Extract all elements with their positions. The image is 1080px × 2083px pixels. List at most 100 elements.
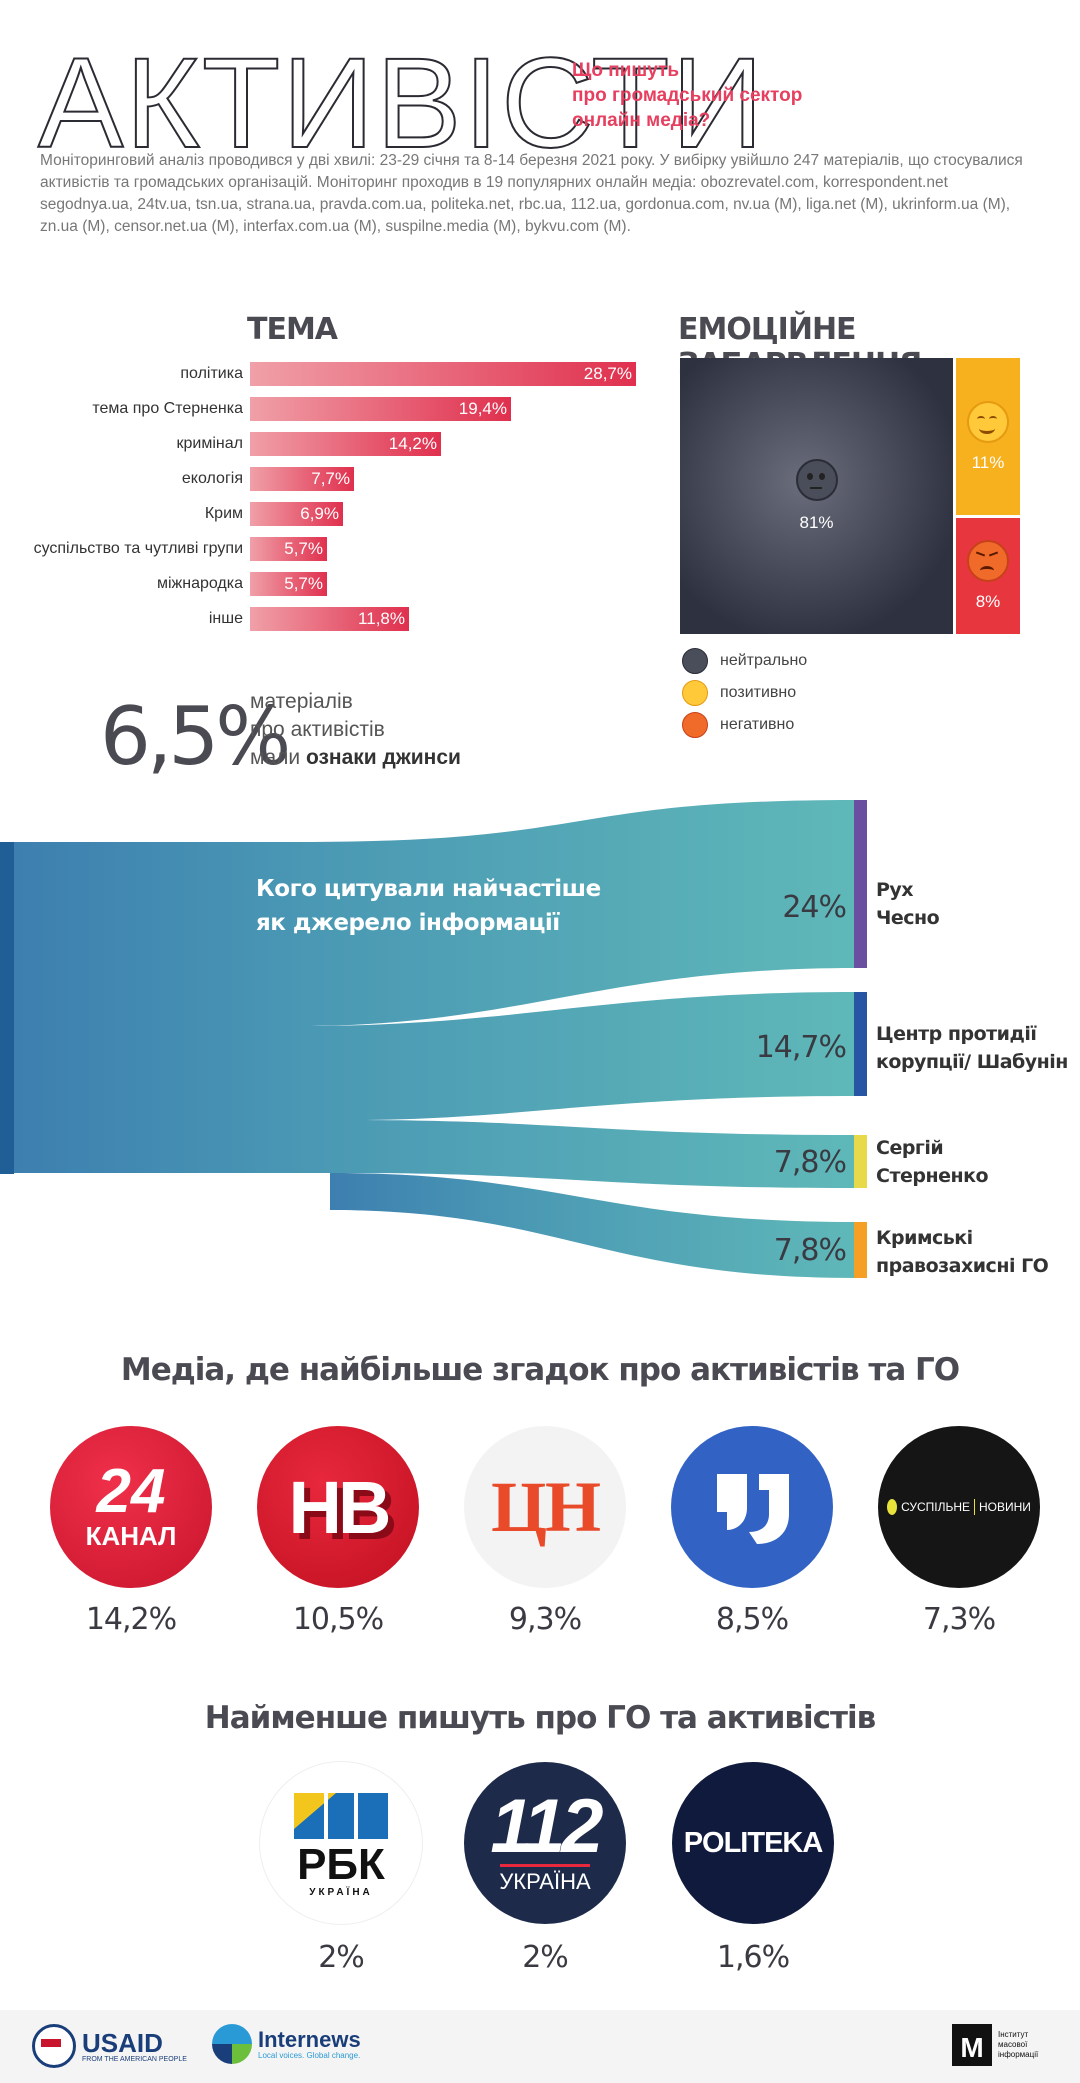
topic-label: екологія <box>181 470 243 487</box>
jeans-line3-prefix: мали <box>250 746 306 769</box>
topic-bar: 14,2% <box>250 432 441 456</box>
usaid-text: USAID <box>82 2027 163 2058</box>
logo-text: РБК <box>297 1839 385 1889</box>
flow-label-2: Центр протидії корупції/ Шабунін <box>876 1020 1068 1076</box>
topic-label: тема про Стерненка <box>92 400 243 417</box>
flow-label-line: Чесно <box>876 907 940 929</box>
media-low-pct: 2% <box>522 1940 569 1975</box>
flow-band-4 <box>330 1173 856 1278</box>
jeans-line3-bold: ознаки джинси <box>305 746 461 769</box>
emotion-positive-cell: 11% <box>956 358 1020 515</box>
flow-label-line: Рух <box>876 879 914 901</box>
intro-text: Моніторинговий аналіз проводився у дві х… <box>40 152 1023 235</box>
suspilne-logo[interactable]: СУСПІЛЬНЕ НОВИНИ <box>878 1426 1040 1588</box>
suspilne-mark-icon <box>887 1499 898 1515</box>
smiling-face-icon <box>967 400 1009 443</box>
logo-text: НВ <box>288 1465 392 1549</box>
flow-pct-2: 14,7% <box>755 1030 847 1065</box>
topic-label: міжнародка <box>156 575 243 592</box>
legend-positive-label: позитивно <box>720 684 797 701</box>
media-low-pct: 2% <box>318 1940 365 1975</box>
jeans-line: мали ознаки джинси <box>250 744 461 772</box>
imi-logo[interactable]: M Інститут масової інформації <box>952 2024 1038 2066</box>
usaid-subtext: FROM THE AMERICAN PEOPLE <box>82 2055 187 2063</box>
page-title: АКТИВІСТИ <box>37 32 766 175</box>
imi-text-line: інформації <box>998 2050 1039 2059</box>
logo-subtext: УКРАЇНА <box>499 1868 591 1894</box>
flow-band-1 <box>14 800 856 1026</box>
emotion-negative-value: 8% <box>975 592 1001 611</box>
logo-text: СУСПІЛЬНЕ <box>901 1500 970 1514</box>
flow-label-1: Рух Чесно <box>876 876 940 932</box>
legend-neutral: нейтрально <box>682 648 807 674</box>
media-top-pct: 8,5% <box>715 1602 789 1637</box>
footer <box>0 2010 1080 2083</box>
flow-label-line: Кримські <box>876 1227 973 1249</box>
topic-label: Крим <box>204 505 243 522</box>
usaid-logo[interactable]: USAID FROM THE AMERICAN PEOPLE <box>32 2024 187 2068</box>
topic-value: 7,7% <box>311 469 350 488</box>
flow-label-line: Стерненко <box>876 1165 989 1187</box>
legend-neutral-label: нейтрально <box>720 652 808 669</box>
flow-label-4: Кримські правозахисні ГО <box>876 1224 1049 1280</box>
topic-bar: 19,4% <box>250 397 511 421</box>
jeans-stat-text: матеріалів про активістів мали ознаки дж… <box>250 688 461 772</box>
media-low-title: Найменше пишуть про ГО та активістів <box>204 1700 877 1736</box>
emotion-neutral-cell: 81% <box>680 358 953 634</box>
legend-negative: негативно <box>682 712 794 738</box>
media-top-pct: 9,3% <box>508 1602 582 1637</box>
sources-title-line: як джерело інформації <box>256 910 560 936</box>
topics-title: ТЕМА <box>247 312 338 347</box>
legend-positive: позитивно <box>682 680 796 706</box>
imi-text-line: масової <box>998 2040 1028 2049</box>
24-kanal-logo[interactable]: 24 КАНАЛ <box>50 1426 212 1588</box>
topic-value: 19,4% <box>458 399 507 418</box>
topic-bar: 6,9% <box>250 502 343 526</box>
nv-logo[interactable]: НВ <box>257 1426 419 1588</box>
topic-value: 5,7% <box>284 539 323 558</box>
jeans-line: про активістів <box>250 718 385 741</box>
neutral-face-icon <box>682 648 708 674</box>
112-logo[interactable]: 112 УКРАЇНА <box>464 1762 626 1924</box>
emotion-positive-value: 11% <box>971 452 1005 472</box>
legend-negative-label: негативно <box>720 716 795 733</box>
flow-pct-3: 7,8% <box>773 1145 847 1180</box>
logo-text: 24 <box>96 1456 166 1526</box>
angry-face-icon <box>967 540 1009 582</box>
smiling-face-icon <box>682 680 708 706</box>
flow-label-line: корупції/ Шабунін <box>876 1051 1068 1073</box>
flow-label-line: Сергій <box>876 1137 944 1159</box>
internews-logo[interactable]: Internews Local voices. Global change. <box>212 2024 361 2064</box>
subtitle-line: про громадський сектор <box>572 85 803 106</box>
topic-bar: 5,7% <box>250 572 327 596</box>
topic-bar: 7,7% <box>250 467 354 491</box>
topic-value: 5,7% <box>284 574 323 593</box>
emotions-treemap: 81% 11% 8% <box>680 358 1020 634</box>
angry-face-icon <box>682 712 708 738</box>
logo-subtext: НОВИНИ <box>979 1500 1031 1514</box>
flow-label-line: правозахисні ГО <box>876 1255 1049 1277</box>
rbc-logo[interactable]: РБК УКРАЇНА <box>260 1762 422 1924</box>
imi-mark-icon: M <box>952 2024 992 2066</box>
politeka-logo[interactable]: POLITEKA <box>672 1762 834 1924</box>
media-top-pct: 10,5% <box>292 1602 384 1637</box>
topic-label: кримінал <box>176 435 243 452</box>
flow-source-bar <box>0 842 14 1174</box>
jeans-stat-value: 6,5% <box>100 690 291 783</box>
topic-bar: 28,7% <box>250 362 636 386</box>
neutral-face-icon <box>795 459 838 501</box>
logo-text: POLITEKA <box>683 1826 824 1859</box>
flow-pct-4: 7,8% <box>773 1233 847 1268</box>
emotion-negative-cell: 8% <box>956 518 1020 634</box>
flow-band-2 <box>14 992 856 1120</box>
logo-text: ЦН <box>490 1466 601 1547</box>
tsn-logo[interactable]: ЦН <box>464 1426 626 1588</box>
page-subtitle: Що пишуть про громадський сектор онлайн … <box>572 58 872 133</box>
topic-label: суспільство та чутливі групи <box>33 540 243 557</box>
flow-tag-4 <box>854 1222 867 1278</box>
logo-subtext: КАНАЛ <box>85 1520 177 1551</box>
sources-title-line: Кого цитували найчастіше <box>256 876 601 902</box>
logo-text: 112 <box>490 1783 603 1869</box>
topic-label: інше <box>208 610 243 627</box>
ukrinform-logo[interactable] <box>671 1426 833 1588</box>
